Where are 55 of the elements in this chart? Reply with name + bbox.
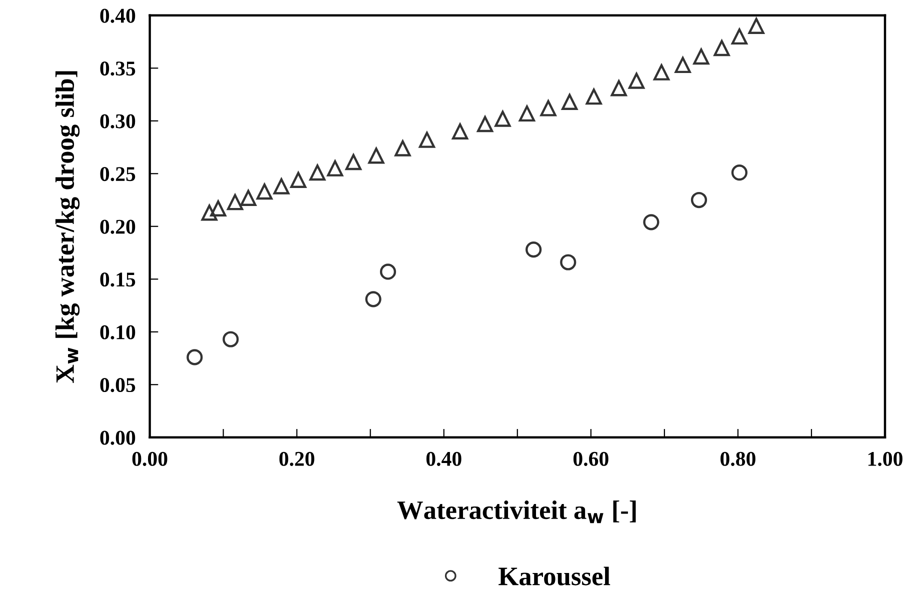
point — [273, 178, 290, 194]
point — [210, 200, 226, 216]
point — [290, 172, 306, 188]
point — [186, 349, 203, 366]
point — [674, 56, 691, 74]
point — [586, 88, 602, 105]
point — [368, 148, 384, 164]
point — [628, 72, 645, 89]
point — [394, 140, 411, 156]
x-axis-title: Wateractiviteit a$_{w}$ [-] — [397, 500, 636, 524]
point — [526, 242, 542, 258]
point — [693, 48, 710, 65]
y-tick-label: 0.20 — [100, 220, 136, 234]
point — [345, 154, 362, 170]
point — [365, 291, 382, 308]
point — [227, 194, 244, 210]
point — [653, 64, 670, 80]
x-tick-label: 1.00 — [868, 452, 902, 466]
point — [560, 254, 576, 270]
point — [731, 28, 748, 45]
point — [201, 204, 218, 221]
x-tick-label: 0.80 — [720, 452, 756, 466]
point — [418, 132, 436, 148]
point — [714, 40, 730, 56]
legend-label: Karoussel — [498, 566, 610, 586]
y-axis-title: X$_{w}$ [kg water/kg droog slib] — [55, 71, 80, 384]
point — [748, 18, 764, 34]
point — [643, 214, 660, 230]
point — [309, 164, 326, 181]
point — [610, 80, 627, 96]
point — [222, 331, 239, 348]
y-tick-label: 0.10 — [100, 325, 136, 340]
y-tick-label: 0.40 — [100, 8, 136, 23]
point — [327, 160, 344, 176]
y-tick-label: 0.15 — [100, 272, 136, 287]
point — [476, 116, 494, 132]
point — [380, 264, 396, 280]
y-tick-label: 0.30 — [100, 114, 136, 128]
point — [452, 123, 468, 140]
point — [518, 105, 536, 122]
point — [240, 190, 256, 206]
x-tick-label: 0.00 — [132, 452, 168, 466]
point — [690, 192, 708, 208]
point — [256, 184, 273, 200]
y-tick-label: 0.35 — [100, 62, 136, 76]
y-tick-label: 0.25 — [100, 167, 136, 182]
point — [731, 164, 748, 181]
x-tick-label: 0.40 — [426, 452, 462, 466]
point — [494, 110, 511, 127]
point — [562, 94, 578, 110]
x-tick-label: 0.60 — [573, 452, 608, 466]
x-tick-label: 0.20 — [279, 452, 314, 466]
point — [540, 100, 556, 116]
y-tick-label: 0.00 — [100, 430, 136, 445]
y-tick-label: 0.05 — [100, 378, 136, 392]
